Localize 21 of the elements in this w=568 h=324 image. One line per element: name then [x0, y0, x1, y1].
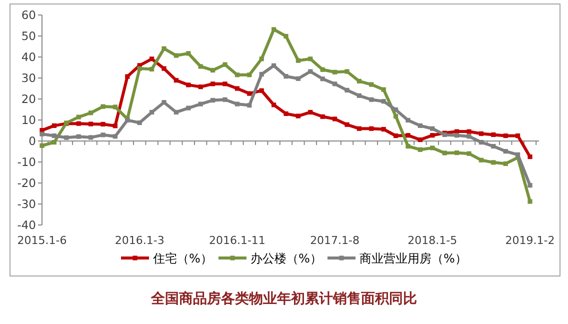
- text: 全国商品房各类物业年初累计销售面积同比: [150, 290, 417, 307]
- y-tick-label: -40: [17, 218, 36, 232]
- x-tick-label: 2016.1-3: [114, 234, 164, 247]
- x-tick-label: 2016.1-11: [208, 234, 266, 247]
- legend-label: 商业营业用房（%）: [360, 252, 467, 266]
- y-tick-label: 50: [21, 29, 36, 43]
- y-tick-label: 30: [21, 71, 36, 85]
- x-tick-label: 2015.1-6: [17, 234, 67, 247]
- y-tick-label: -20: [17, 176, 36, 190]
- y-tick-label: 10: [21, 113, 36, 127]
- y-tick-label: 0: [28, 134, 36, 148]
- y-tick-label: 40: [21, 50, 36, 64]
- y-tick-label: -30: [17, 197, 36, 211]
- x-tick-label: 2018.1-5: [408, 234, 458, 247]
- x-tick-label: 2017.1-8: [310, 234, 360, 247]
- y-tick-label: 60: [21, 8, 36, 22]
- legend-label: 住宅（%）: [152, 252, 212, 266]
- y-tick-label: 20: [21, 92, 36, 106]
- x-tick-label: 2019.1-2: [505, 234, 555, 247]
- y-tick-label: -10: [17, 155, 36, 169]
- legend-label: 办公楼（%）: [250, 252, 322, 266]
